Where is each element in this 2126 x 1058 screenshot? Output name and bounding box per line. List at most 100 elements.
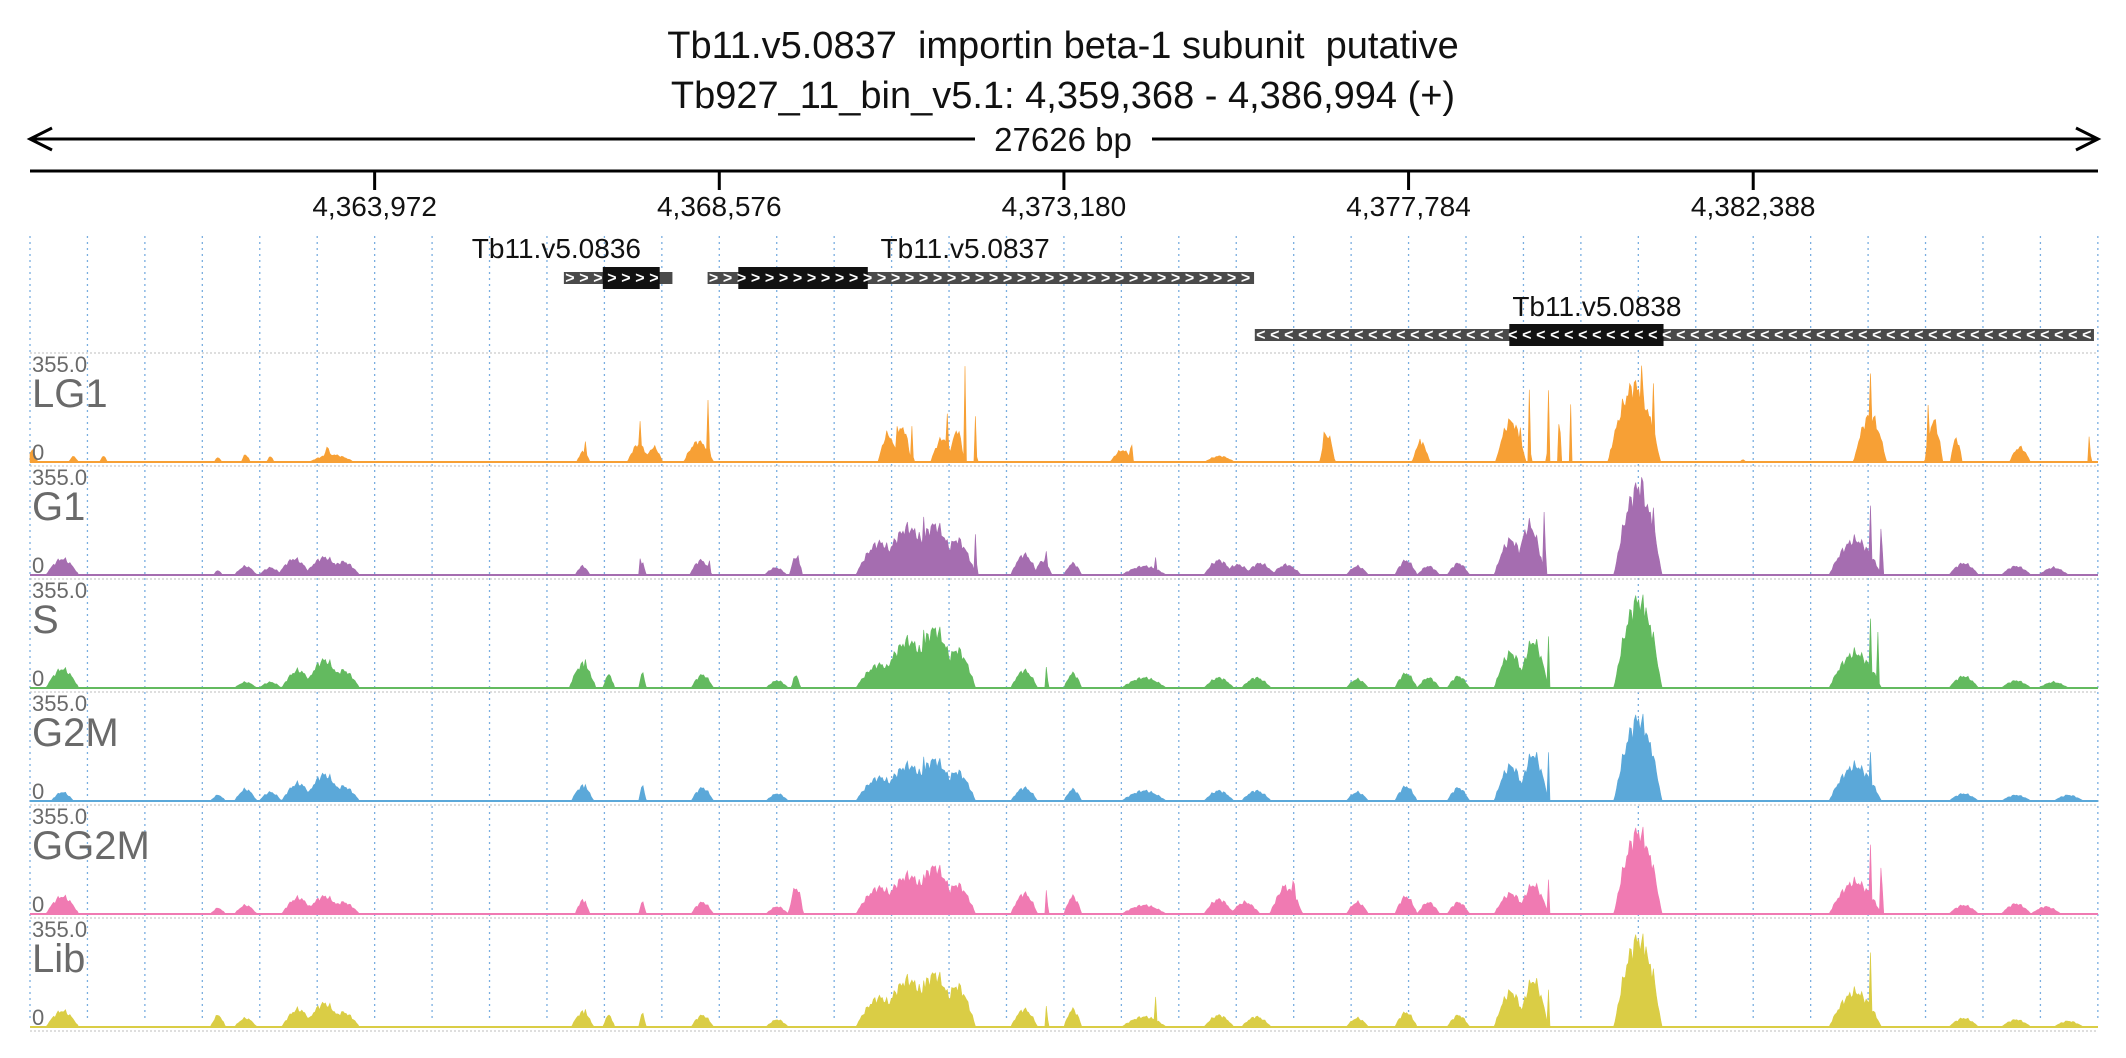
strand-chevron-icon: < (1704, 327, 1713, 344)
strand-chevron-icon: > (807, 270, 816, 287)
grid-lines (29, 236, 2099, 1022)
strand-chevron-icon: < (1690, 327, 1699, 344)
track-max-label: 355.0 (32, 804, 87, 829)
strand-chevron-icon: < (1480, 327, 1489, 344)
strand-chevron-icon: > (649, 270, 658, 287)
chart-title: Tb11.v5.0837 importin beta-1 subunit put… (667, 25, 1458, 67)
strand-chevron-icon: > (877, 270, 886, 287)
strand-chevron-icon: < (1396, 327, 1405, 344)
strand-chevron-icon: < (1788, 327, 1797, 344)
strand-chevron-icon: > (1143, 270, 1152, 287)
x-axis-ticks: 4,363,972 4,368,576 4,373,180 4,377,784 4,38… (312, 171, 1815, 222)
track-LG1: 355.0 0 LG1 (29, 352, 2098, 465)
strand-chevron-icon: > (1031, 270, 1040, 287)
track-max-label: 355.0 (32, 465, 87, 490)
strand-chevron-icon: < (1634, 327, 1643, 344)
strand-chevron-icon: < (1620, 327, 1629, 344)
strand-chevron-icon: < (1676, 327, 1685, 344)
strand-chevron-icon: < (1746, 327, 1755, 344)
strand-chevron-icon: > (1017, 270, 1026, 287)
strand-chevron-icon: < (1802, 327, 1811, 344)
gene-cds-box (738, 267, 868, 289)
strand-chevron-icon: > (793, 270, 802, 287)
strand-chevron-icon: > (1087, 270, 1096, 287)
track-S: 355.0 0 S (30, 578, 2098, 691)
x-tick-label: 4,363,972 (312, 191, 437, 222)
strand-chevron-icon: > (723, 270, 732, 287)
gene-Tb11.v5.0838: < < < < < < < < < < < < < < < < < < < < < < < < < < < < < < < < < < < < < < < <… (1254, 291, 2094, 346)
strand-chevron-icon: < (1494, 327, 1503, 344)
strand-chevron-icon: < (1312, 327, 1321, 344)
gene-Tb11.v5.0836: > > > > > > > Tb11.v5.0836 (472, 233, 673, 289)
strand-chevron-icon: < (1648, 327, 1657, 344)
strand-chevron-icon: > (835, 270, 844, 287)
arrow-left-icon (26, 126, 53, 152)
track-min-label: 0 (32, 666, 44, 691)
strand-chevron-icon: < (1522, 327, 1531, 344)
strand-chevron-icon: > (1227, 270, 1236, 287)
strand-chevron-icon: < (1914, 327, 1923, 344)
track-max-label: 355.0 (32, 917, 87, 942)
strand-chevron-icon: > (1045, 270, 1054, 287)
coverage-tracks: 355.00LG1355.00G1355.00S355.00G2M355.00G… (29, 352, 2098, 1032)
strand-chevron-icon: < (1438, 327, 1447, 344)
gene-utr-bar (1254, 329, 2094, 341)
strand-chevron-icon: < (2040, 327, 2049, 344)
x-tick-label: 4,382,388 (1691, 191, 1816, 222)
strand-chevron-icon: > (1241, 270, 1250, 287)
strand-chevron-icon: > (975, 270, 984, 287)
strand-chevron-icon: < (1578, 327, 1587, 344)
strand-chevron-icon: < (2026, 327, 2035, 344)
strand-chevron-icon: > (1157, 270, 1166, 287)
strand-chevron-icon: < (1858, 327, 1867, 344)
strand-chevron-icon: > (947, 270, 956, 287)
x-tick-label: 4,377,784 (1346, 191, 1471, 222)
strand-chevron-icon: < (1662, 327, 1671, 344)
strand-chevron-icon: < (1900, 327, 1909, 344)
track-name-label: G1 (32, 485, 85, 529)
strand-chevron-icon: < (1424, 327, 1433, 344)
strand-chevron-icon: > (919, 270, 928, 287)
strand-chevron-icon: > (1115, 270, 1124, 287)
coverage-area (30, 713, 2098, 802)
strand-chevron-icon: < (1606, 327, 1615, 344)
strand-chevron-icon: < (1732, 327, 1741, 344)
strand-chevron-icon: > (1003, 270, 1012, 287)
track-min-label: 0 (32, 779, 44, 804)
track-min-label: 0 (32, 553, 44, 578)
strand-chevron-icon: > (1073, 270, 1082, 287)
coverage-area (30, 826, 2098, 915)
track-Lib: 355.0 0 Lib (30, 917, 2098, 1030)
strand-chevron-icon: < (1844, 327, 1853, 344)
track-name-label: GG2M (32, 824, 150, 868)
strand-chevron-icon: > (779, 270, 788, 287)
strand-chevron-icon: < (1270, 327, 1279, 344)
strand-chevron-icon: > (1101, 270, 1110, 287)
strand-chevron-icon: > (565, 270, 574, 287)
strand-chevron-icon: < (1298, 327, 1307, 344)
strand-chevron-icon: > (1171, 270, 1180, 287)
strand-chevron-icon: > (593, 270, 602, 287)
length-ruler: 27626 bp (26, 121, 2102, 158)
strand-chevron-icon: > (737, 270, 746, 287)
strand-chevron-icon: < (1816, 327, 1825, 344)
gene-cds-box (1509, 324, 1664, 346)
strand-chevron-icon: < (1774, 327, 1783, 344)
strand-chevron-icon: > (933, 270, 942, 287)
strand-chevron-icon: < (1942, 327, 1951, 344)
strand-chevron-icon: < (1956, 327, 1965, 344)
strand-chevron-icon: > (905, 270, 914, 287)
track-name-label: LG1 (32, 372, 108, 416)
track-max-label: 355.0 (32, 578, 87, 603)
track-name-label: S (32, 598, 59, 642)
track-G1: 355.0 0 G1 (30, 465, 2098, 578)
strand-chevron-icon: < (1466, 327, 1475, 344)
strand-chevron-icon: > (635, 270, 644, 287)
strand-chevron-icon: < (1256, 327, 1265, 344)
strand-chevron-icon: < (1536, 327, 1545, 344)
strand-chevron-icon: > (765, 270, 774, 287)
x-tick-label: 4,368,576 (657, 191, 782, 222)
track-name-label: G2M (32, 711, 119, 755)
strand-chevron-icon: > (863, 270, 872, 287)
